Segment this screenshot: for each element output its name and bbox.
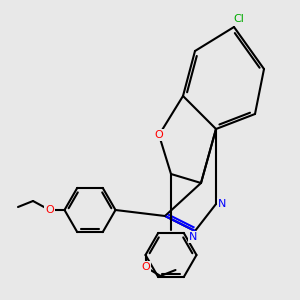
Text: O: O (154, 130, 164, 140)
Text: O: O (141, 262, 150, 272)
Text: O: O (45, 205, 54, 215)
Text: N: N (189, 232, 198, 242)
Text: N: N (218, 199, 226, 209)
Text: Cl: Cl (233, 14, 244, 25)
